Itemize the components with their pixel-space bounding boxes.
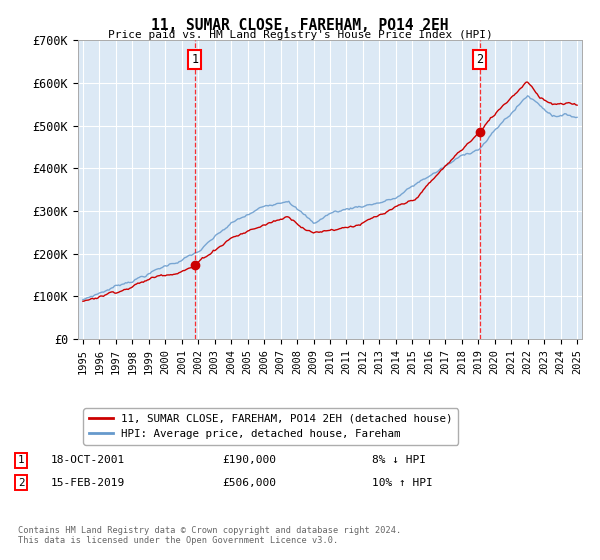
Text: 15-FEB-2019: 15-FEB-2019 <box>51 478 125 488</box>
Text: 18-OCT-2001: 18-OCT-2001 <box>51 455 125 465</box>
Text: 11, SUMAR CLOSE, FAREHAM, PO14 2EH: 11, SUMAR CLOSE, FAREHAM, PO14 2EH <box>151 18 449 33</box>
Text: 10% ↑ HPI: 10% ↑ HPI <box>372 478 433 488</box>
Text: Contains HM Land Registry data © Crown copyright and database right 2024.: Contains HM Land Registry data © Crown c… <box>18 526 401 535</box>
Text: 2: 2 <box>18 478 24 488</box>
Text: 1: 1 <box>18 455 24 465</box>
Text: £506,000: £506,000 <box>222 478 276 488</box>
Text: Price paid vs. HM Land Registry's House Price Index (HPI): Price paid vs. HM Land Registry's House … <box>107 30 493 40</box>
Text: 1: 1 <box>191 53 199 66</box>
Text: 8% ↓ HPI: 8% ↓ HPI <box>372 455 426 465</box>
Text: 2: 2 <box>476 53 484 66</box>
Legend: 11, SUMAR CLOSE, FAREHAM, PO14 2EH (detached house), HPI: Average price, detache: 11, SUMAR CLOSE, FAREHAM, PO14 2EH (deta… <box>83 408 458 445</box>
Text: £190,000: £190,000 <box>222 455 276 465</box>
Text: This data is licensed under the Open Government Licence v3.0.: This data is licensed under the Open Gov… <box>18 536 338 545</box>
